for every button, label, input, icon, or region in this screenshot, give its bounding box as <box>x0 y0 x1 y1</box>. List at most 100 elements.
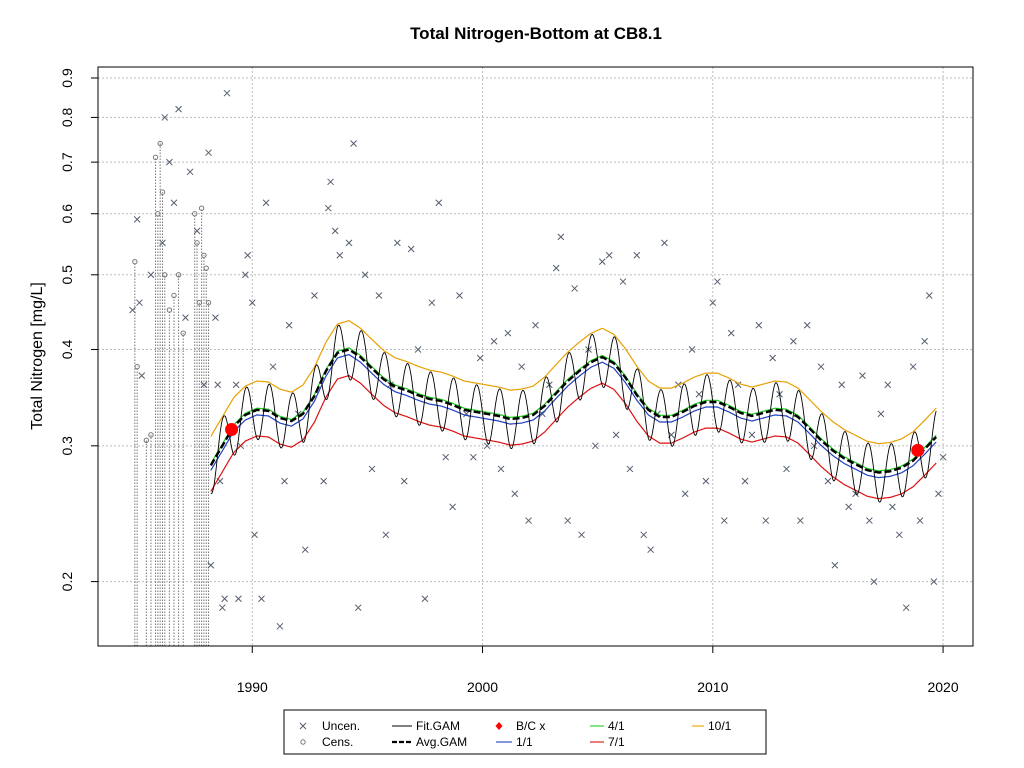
uncensored-point <box>497 465 505 473</box>
uncensored-point <box>578 531 585 539</box>
uncensored-point <box>235 595 242 603</box>
uncensored-point <box>469 453 477 461</box>
bc-points <box>225 422 925 457</box>
censored-point <box>157 140 163 147</box>
uncensored-point <box>456 292 463 299</box>
legend-bc-symbol <box>495 722 503 730</box>
legend-label: 1/1 <box>516 735 533 749</box>
uncensored-point <box>207 561 215 569</box>
uncensored-point <box>368 465 376 473</box>
uncensored-point <box>375 292 383 299</box>
uncensored-point <box>895 531 903 539</box>
uncensored-point <box>504 329 512 337</box>
uncensored-point <box>626 465 634 473</box>
uncensored-point <box>824 477 832 485</box>
plot-frame <box>97 66 974 647</box>
censored-point <box>162 272 168 278</box>
uncensored-point <box>783 465 790 473</box>
uncensored-point <box>138 372 146 379</box>
uncensored-point <box>702 477 710 485</box>
uncensored-point <box>866 517 873 524</box>
legend-label: 4/1 <box>608 719 625 733</box>
uncensored-point <box>831 561 839 569</box>
uncensored-point <box>159 239 166 247</box>
censored-point <box>201 252 207 258</box>
bc-point <box>911 443 925 457</box>
censored-intervals <box>134 143 210 646</box>
uncensored-point <box>129 306 136 314</box>
uncensored-point <box>345 239 353 247</box>
uncensored-point <box>170 199 178 207</box>
uncensored-point <box>817 363 825 371</box>
bc-point <box>225 422 239 436</box>
uncensored-point <box>688 346 696 353</box>
uncensored-point <box>803 321 811 329</box>
uncensored-point <box>741 477 749 485</box>
censored-point <box>155 211 161 217</box>
censored-point <box>152 154 159 161</box>
uncensored-point <box>935 490 942 498</box>
uncensored-point <box>810 442 818 450</box>
censored-point <box>143 437 150 443</box>
uncensored-point <box>640 531 648 539</box>
x-tick-label: 1990 <box>237 679 268 695</box>
x-tick-label: 2020 <box>927 679 958 695</box>
uncensored-point <box>889 503 896 511</box>
censored-point <box>192 211 198 217</box>
uncensored-point <box>218 604 226 612</box>
uncensored-point <box>327 178 334 186</box>
uncensored-point <box>925 292 933 299</box>
uncensored-point <box>262 199 270 207</box>
uncensored-point <box>709 299 717 307</box>
uncensored-point <box>564 517 572 524</box>
uncensored-point <box>320 477 328 485</box>
chart-title: Total Nitrogen-Bottom at CB8.1 <box>410 24 662 43</box>
legend-cens-symbol <box>300 739 306 745</box>
y-tick-label: 0.9 <box>59 68 75 88</box>
uncensored-point <box>661 239 668 247</box>
x-tick-label: 2000 <box>467 679 498 695</box>
uncensored-point <box>205 149 212 157</box>
uncensored-point <box>518 363 526 371</box>
uncensored-point <box>232 381 240 389</box>
uncensored-point <box>930 578 938 585</box>
uncensored-point <box>647 546 654 554</box>
uncensored-point <box>182 314 189 321</box>
uncensored-point <box>133 216 141 223</box>
grid-lines <box>98 67 973 646</box>
uncensored-point <box>147 271 155 279</box>
uncensored-point <box>221 595 228 603</box>
uncensored-point <box>276 622 284 630</box>
uncensored-point <box>435 199 443 207</box>
uncensored-point <box>902 604 910 612</box>
legend-label: Avg.GAM <box>416 735 467 749</box>
uncensored-point <box>734 381 742 389</box>
uncensored-point <box>161 114 169 121</box>
uncensored-point <box>242 271 249 279</box>
uncensored-point <box>532 321 539 329</box>
uncensored-point <box>269 363 277 371</box>
censored-point <box>166 307 173 313</box>
uncensored-point <box>939 453 947 461</box>
uncensored-point <box>281 477 288 485</box>
curve-10-1 <box>210 319 937 445</box>
uncensored-point <box>186 168 194 176</box>
curve-avg-gam <box>209 348 938 474</box>
uncensored-point <box>525 517 532 524</box>
legend-uncen-symbol <box>299 722 307 730</box>
uncensored-point <box>251 531 258 539</box>
uncensored-point <box>748 431 756 439</box>
censored-point <box>159 189 166 195</box>
uncensored-point <box>720 517 728 524</box>
legend-box <box>283 709 767 755</box>
uncensored-point <box>619 278 627 285</box>
uncensored-point <box>350 140 357 147</box>
uncensored-point <box>324 204 332 212</box>
uncensored-point <box>248 299 256 307</box>
censored-point <box>175 272 182 278</box>
x-tick-label: 2010 <box>697 679 728 695</box>
uncensored-point <box>400 477 408 485</box>
uncensored-point <box>258 595 265 603</box>
uncensored-point <box>449 503 456 511</box>
